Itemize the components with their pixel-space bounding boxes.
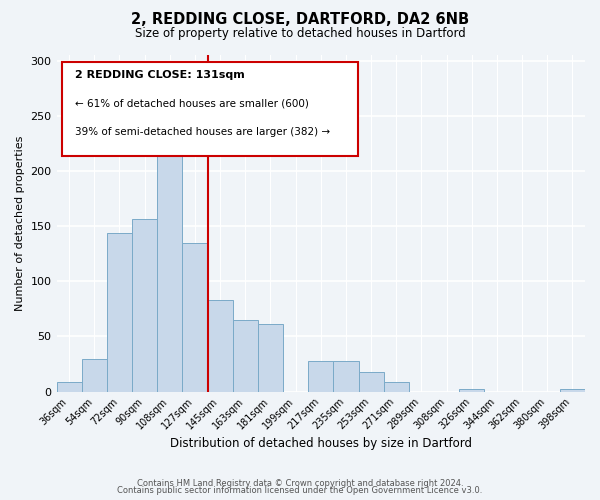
Y-axis label: Number of detached properties: Number of detached properties <box>15 136 25 311</box>
Bar <box>459 390 484 392</box>
Bar <box>560 390 585 392</box>
Bar <box>208 300 233 392</box>
Text: Contains HM Land Registry data © Crown copyright and database right 2024.: Contains HM Land Registry data © Crown c… <box>137 478 463 488</box>
Bar <box>383 382 409 392</box>
Bar <box>82 358 107 392</box>
Text: Size of property relative to detached houses in Dartford: Size of property relative to detached ho… <box>134 28 466 40</box>
Bar <box>157 124 182 392</box>
Text: 39% of semi-detached houses are larger (382) →: 39% of semi-detached houses are larger (… <box>75 128 330 138</box>
Bar <box>308 361 334 392</box>
Text: ← 61% of detached houses are smaller (600): ← 61% of detached houses are smaller (60… <box>75 99 309 109</box>
Bar <box>182 242 208 392</box>
Text: Contains public sector information licensed under the Open Government Licence v3: Contains public sector information licen… <box>118 486 482 495</box>
Text: 2 REDDING CLOSE: 131sqm: 2 REDDING CLOSE: 131sqm <box>75 70 245 80</box>
X-axis label: Distribution of detached houses by size in Dartford: Distribution of detached houses by size … <box>170 437 472 450</box>
FancyBboxPatch shape <box>62 62 358 156</box>
Bar <box>359 372 383 392</box>
Text: 2, REDDING CLOSE, DARTFORD, DA2 6NB: 2, REDDING CLOSE, DARTFORD, DA2 6NB <box>131 12 469 28</box>
Bar <box>233 320 258 392</box>
Bar <box>132 220 157 392</box>
Bar <box>334 361 359 392</box>
Bar <box>107 232 132 392</box>
Bar <box>56 382 82 392</box>
Bar <box>258 324 283 392</box>
